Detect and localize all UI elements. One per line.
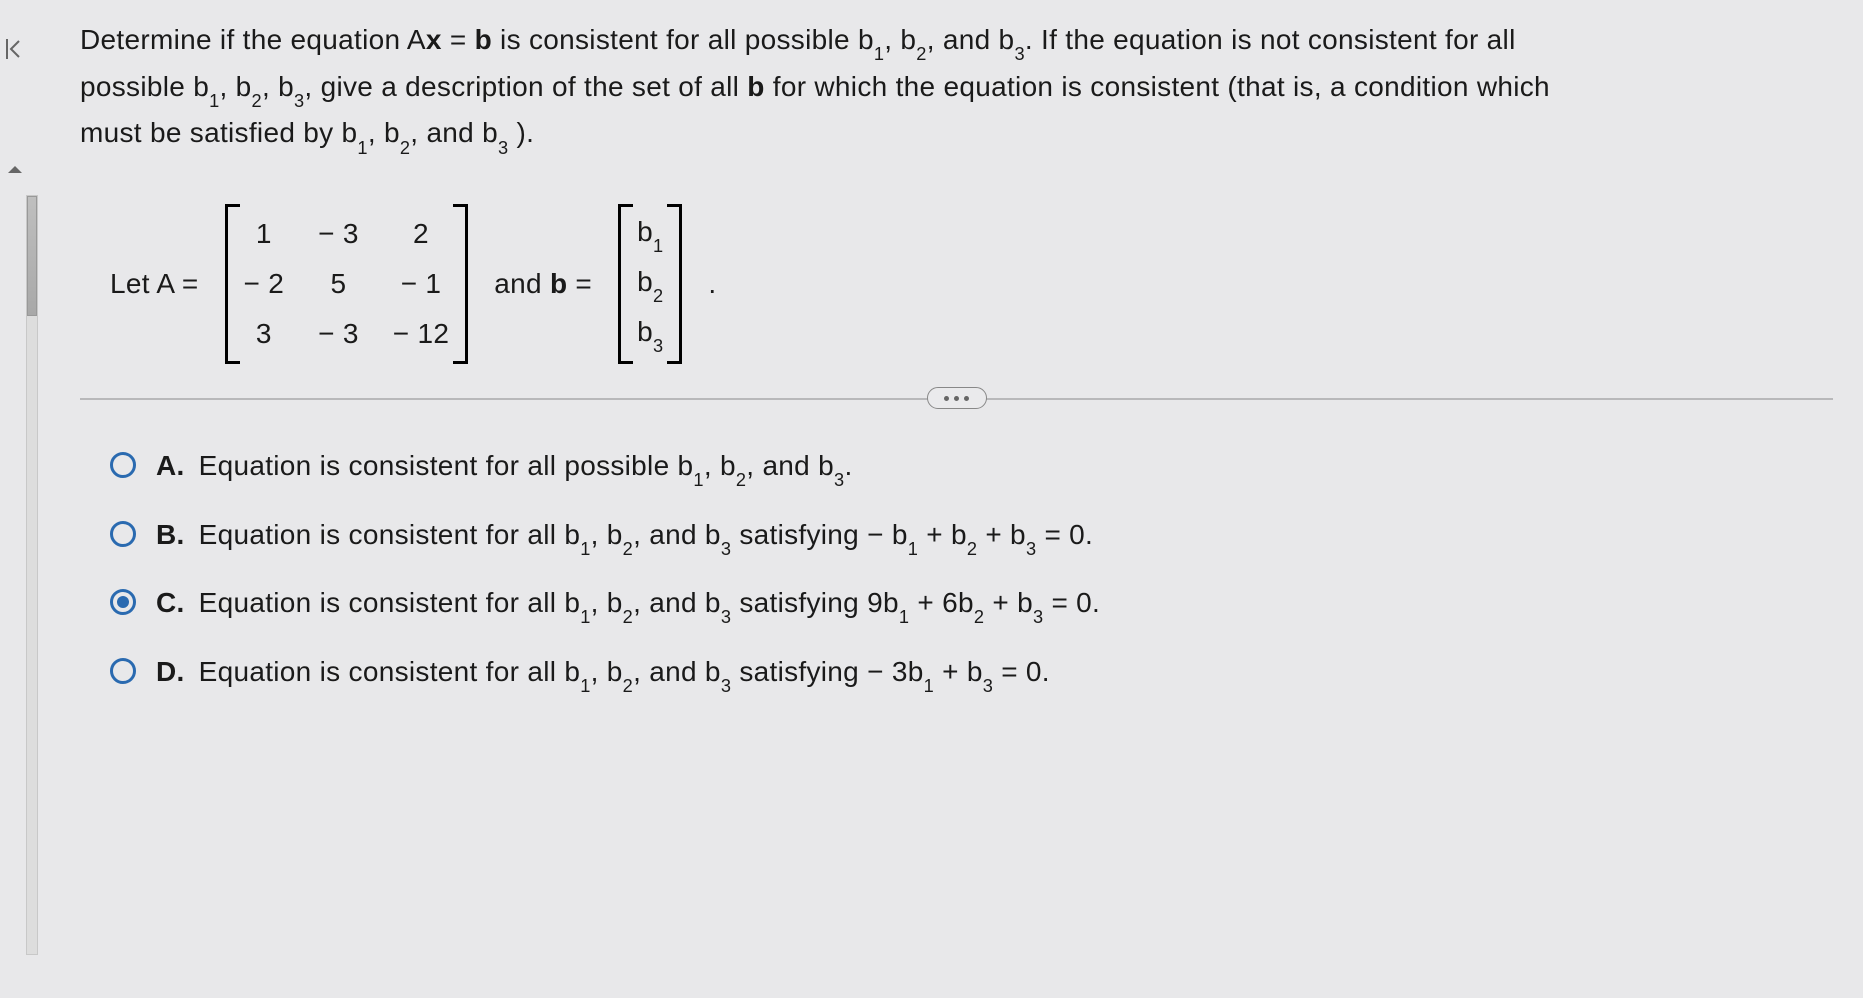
bracket-icon bbox=[667, 204, 682, 364]
radio-a[interactable] bbox=[110, 452, 136, 478]
option-d-label: D. Equation is consistent for all b1, b2… bbox=[156, 656, 1050, 693]
text: Equation is consistent for all b1, b2, a… bbox=[199, 519, 1094, 556]
option-c-label: C. Equation is consistent for all b1, b2… bbox=[156, 587, 1100, 624]
t: , and b bbox=[410, 117, 498, 148]
cell: 5 bbox=[318, 268, 359, 300]
t: , b bbox=[884, 24, 916, 55]
t: , b bbox=[220, 71, 252, 102]
option-d[interactable]: D. Equation is consistent for all b1, b2… bbox=[110, 656, 1833, 693]
option-b[interactable]: B. Equation is consistent for all b1, b2… bbox=[110, 519, 1833, 556]
t: , b bbox=[262, 71, 294, 102]
s: 3 bbox=[294, 91, 304, 111]
var-b: b bbox=[475, 24, 492, 55]
t: Determine if the equation A bbox=[80, 24, 426, 55]
radio-d[interactable] bbox=[110, 658, 136, 684]
expand-button[interactable] bbox=[927, 387, 987, 409]
option-b-label: B. Equation is consistent for all b1, b2… bbox=[156, 519, 1093, 556]
answer-options: A. Equation is consistent for all possib… bbox=[110, 450, 1833, 692]
t: for which the equation is consistent (th… bbox=[765, 71, 1550, 102]
cell: b3 bbox=[637, 316, 663, 353]
t: = bbox=[442, 24, 475, 55]
option-a[interactable]: A. Equation is consistent for all possib… bbox=[110, 450, 1833, 487]
var-b: b bbox=[747, 71, 764, 102]
bracket-icon bbox=[225, 204, 240, 364]
text: Equation is consistent for all possible … bbox=[199, 450, 853, 487]
letter: C. bbox=[156, 587, 185, 624]
cell: − 1 bbox=[393, 268, 449, 300]
letter: D. bbox=[156, 656, 185, 693]
period: . bbox=[708, 268, 716, 300]
scroll-up-button[interactable] bbox=[0, 150, 34, 188]
var-x: x bbox=[426, 24, 442, 55]
bracket-icon bbox=[618, 204, 633, 364]
bracket-icon bbox=[453, 204, 468, 364]
option-c[interactable]: C. Equation is consistent for all b1, b2… bbox=[110, 587, 1833, 624]
divider bbox=[80, 398, 1833, 400]
t: must be satisfied by b bbox=[80, 117, 357, 148]
scrollbar-thumb[interactable] bbox=[27, 196, 37, 316]
letter: A. bbox=[156, 450, 185, 487]
cell: 1 bbox=[244, 218, 285, 250]
radio-b[interactable] bbox=[110, 521, 136, 547]
matrix-definition: Let A = 1 − 3 2 − 2 5 − 1 3 − 3 − 12 and b = b… bbox=[110, 204, 1833, 364]
cell: − 2 bbox=[244, 268, 285, 300]
cell: 3 bbox=[244, 318, 285, 350]
cell: b2 bbox=[637, 266, 663, 303]
t: , b bbox=[368, 117, 400, 148]
s: 2 bbox=[916, 44, 926, 64]
s: 1 bbox=[357, 138, 367, 158]
t: . If the equation is not consistent for … bbox=[1025, 24, 1516, 55]
question-panel: Determine if the equation Ax = b is cons… bbox=[80, 18, 1833, 693]
t: is consistent for all possible b bbox=[492, 24, 874, 55]
let-a-label: Let A = bbox=[110, 268, 199, 300]
cell: 2 bbox=[393, 218, 449, 250]
question-text: Determine if the equation Ax = b is cons… bbox=[80, 18, 1833, 158]
s: 2 bbox=[400, 138, 410, 158]
s: 1 bbox=[209, 91, 219, 111]
t: ). bbox=[508, 117, 534, 148]
scrollbar-track[interactable] bbox=[26, 195, 38, 955]
text: Equation is consistent for all b1, b2, a… bbox=[199, 656, 1050, 693]
t: , give a description of the set of all bbox=[304, 71, 747, 102]
t: possible b bbox=[80, 71, 209, 102]
option-a-label: A. Equation is consistent for all possib… bbox=[156, 450, 853, 487]
collapse-button[interactable] bbox=[0, 30, 34, 68]
matrix-b: b1 b2 b3 bbox=[637, 209, 663, 359]
radio-c[interactable] bbox=[110, 589, 136, 615]
text: Equation is consistent for all b1, b2, a… bbox=[199, 587, 1101, 624]
s: 3 bbox=[1014, 44, 1024, 64]
cell: − 3 bbox=[318, 218, 359, 250]
s: 2 bbox=[252, 91, 262, 111]
cell: b1 bbox=[637, 216, 663, 253]
matrix-a: 1 − 3 2 − 2 5 − 1 3 − 3 − 12 bbox=[244, 209, 450, 359]
letter: B. bbox=[156, 519, 185, 556]
s: 1 bbox=[874, 44, 884, 64]
cell: − 12 bbox=[393, 318, 449, 350]
cell: − 3 bbox=[318, 318, 359, 350]
and-b-label: and b = bbox=[494, 268, 592, 300]
s: 3 bbox=[498, 138, 508, 158]
t: , and b bbox=[927, 24, 1015, 55]
